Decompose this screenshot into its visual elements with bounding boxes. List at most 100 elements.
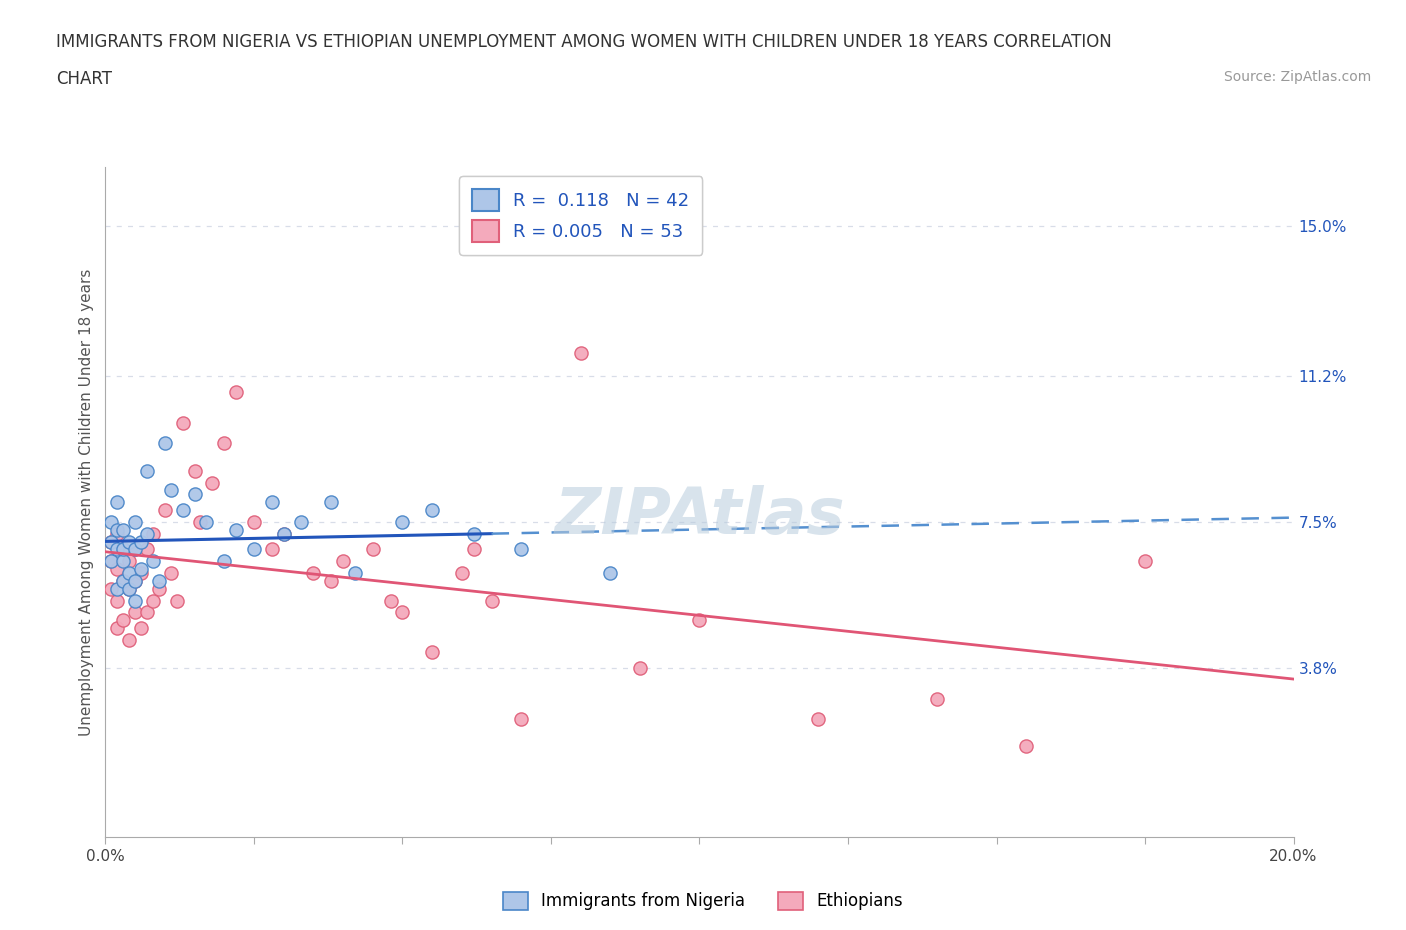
Point bbox=[599, 565, 621, 580]
Point bbox=[124, 514, 146, 529]
Point bbox=[290, 514, 312, 529]
Text: CHART: CHART bbox=[56, 70, 112, 87]
Point bbox=[112, 574, 135, 589]
Text: ZIPAtlas: ZIPAtlas bbox=[554, 485, 845, 547]
Point bbox=[142, 554, 165, 569]
Point bbox=[628, 660, 651, 675]
Point bbox=[105, 562, 128, 577]
Point bbox=[214, 554, 236, 569]
Point bbox=[136, 463, 159, 478]
Point bbox=[100, 514, 122, 529]
Point bbox=[510, 711, 533, 726]
Point bbox=[420, 502, 443, 517]
Point bbox=[118, 565, 141, 580]
Point bbox=[159, 483, 181, 498]
Point bbox=[112, 613, 135, 628]
Point bbox=[807, 711, 830, 726]
Point bbox=[124, 593, 146, 608]
Text: Source: ZipAtlas.com: Source: ZipAtlas.com bbox=[1223, 70, 1371, 84]
Point bbox=[118, 554, 141, 569]
Point bbox=[569, 345, 592, 360]
Point bbox=[153, 435, 176, 450]
Point bbox=[112, 542, 135, 557]
Point bbox=[124, 574, 146, 589]
Point bbox=[124, 605, 146, 620]
Point bbox=[183, 487, 205, 502]
Point bbox=[225, 523, 247, 538]
Point bbox=[136, 542, 159, 557]
Point bbox=[159, 565, 181, 580]
Point bbox=[118, 581, 141, 596]
Point bbox=[105, 593, 128, 608]
Point bbox=[343, 565, 366, 580]
Point bbox=[148, 581, 170, 596]
Point bbox=[927, 692, 949, 707]
Point bbox=[273, 526, 295, 541]
Point bbox=[260, 495, 283, 510]
Point bbox=[129, 534, 152, 549]
Point bbox=[321, 495, 343, 510]
Legend: R =  0.118   N = 42, R = 0.005   N = 53: R = 0.118 N = 42, R = 0.005 N = 53 bbox=[460, 177, 702, 255]
Point bbox=[172, 416, 194, 431]
Point bbox=[148, 574, 170, 589]
Point bbox=[112, 554, 135, 569]
Point bbox=[124, 574, 146, 589]
Point bbox=[105, 542, 128, 557]
Point bbox=[112, 523, 135, 538]
Point bbox=[118, 632, 141, 647]
Point bbox=[118, 534, 141, 549]
Point bbox=[183, 463, 205, 478]
Point bbox=[243, 542, 266, 557]
Point bbox=[153, 502, 176, 517]
Point bbox=[463, 526, 485, 541]
Point bbox=[463, 542, 485, 557]
Point bbox=[195, 514, 218, 529]
Point bbox=[112, 574, 135, 589]
Point bbox=[112, 542, 135, 557]
Point bbox=[689, 613, 711, 628]
Point bbox=[105, 523, 128, 538]
Point bbox=[1133, 554, 1156, 569]
Point bbox=[129, 562, 152, 577]
Point bbox=[201, 475, 224, 490]
Point bbox=[391, 514, 413, 529]
Point bbox=[124, 542, 146, 557]
Point bbox=[100, 581, 122, 596]
Point bbox=[450, 565, 472, 580]
Point bbox=[129, 565, 152, 580]
Point bbox=[190, 514, 212, 529]
Point bbox=[243, 514, 266, 529]
Point bbox=[510, 542, 533, 557]
Legend: Immigrants from Nigeria, Ethiopians: Immigrants from Nigeria, Ethiopians bbox=[496, 885, 910, 917]
Point bbox=[420, 644, 443, 659]
Point bbox=[100, 554, 122, 569]
Point bbox=[166, 593, 188, 608]
Point bbox=[105, 581, 128, 596]
Point bbox=[124, 542, 146, 557]
Point bbox=[361, 542, 384, 557]
Point bbox=[142, 526, 165, 541]
Point bbox=[225, 384, 247, 399]
Point bbox=[105, 526, 128, 541]
Point bbox=[136, 526, 159, 541]
Point bbox=[1015, 739, 1038, 754]
Point bbox=[391, 605, 413, 620]
Point bbox=[100, 534, 122, 549]
Point bbox=[481, 593, 503, 608]
Point bbox=[136, 605, 159, 620]
Point bbox=[142, 593, 165, 608]
Text: IMMIGRANTS FROM NIGERIA VS ETHIOPIAN UNEMPLOYMENT AMONG WOMEN WITH CHILDREN UNDE: IMMIGRANTS FROM NIGERIA VS ETHIOPIAN UNE… bbox=[56, 33, 1112, 50]
Point bbox=[380, 593, 402, 608]
Point bbox=[214, 435, 236, 450]
Y-axis label: Unemployment Among Women with Children Under 18 years: Unemployment Among Women with Children U… bbox=[79, 269, 94, 736]
Point bbox=[332, 554, 354, 569]
Point bbox=[100, 554, 122, 569]
Point bbox=[105, 495, 128, 510]
Point bbox=[260, 542, 283, 557]
Point bbox=[105, 621, 128, 636]
Point bbox=[172, 502, 194, 517]
Point bbox=[302, 565, 325, 580]
Point bbox=[100, 534, 122, 549]
Point bbox=[118, 581, 141, 596]
Point bbox=[273, 526, 295, 541]
